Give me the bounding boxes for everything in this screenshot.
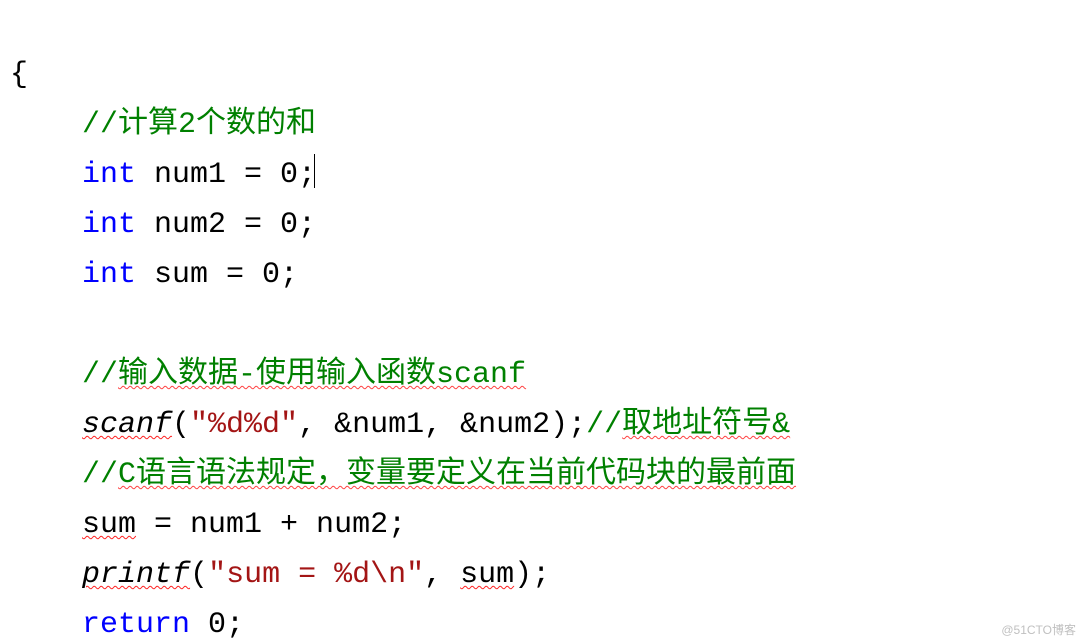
- paren: (: [172, 408, 190, 442]
- sum-expr: = num1 + num2;: [136, 508, 406, 542]
- code-block: { //计算2个数的和 int num1 = 0; int num2 = 0; …: [0, 0, 1082, 644]
- return-value: 0;: [190, 608, 244, 642]
- keyword-int: int: [82, 208, 136, 242]
- decl-num2: num2 = 0;: [136, 208, 316, 242]
- decl-sum: sum = 0;: [136, 258, 298, 292]
- keyword-int: int: [82, 258, 136, 292]
- string-literal: "sum = %d\n": [208, 558, 424, 592]
- comment-line-1: //计算2个数的和: [82, 108, 316, 142]
- ident-sum-arg: sum: [460, 558, 514, 592]
- comment-line-3: //C语言语法规定，变量要定义在当前代码块的最前面: [82, 458, 796, 492]
- paren-close: );: [514, 558, 550, 592]
- keyword-int: int: [82, 158, 136, 192]
- text-cursor: [314, 154, 315, 188]
- scanf-args: , &num1, &num2);: [298, 408, 586, 442]
- ident-sum: sum: [82, 508, 136, 542]
- comma: ,: [424, 558, 460, 592]
- brace-open: {: [10, 58, 28, 92]
- watermark: @51CTO博客: [1001, 621, 1076, 638]
- paren: (: [190, 558, 208, 592]
- string-literal: "%d%d": [190, 408, 298, 442]
- keyword-return: return: [82, 608, 190, 642]
- decl-num1: num1 = 0;: [136, 158, 316, 192]
- fn-scanf: scanf: [82, 408, 172, 442]
- comment-inline: //取地址符号&: [586, 408, 790, 442]
- comment-line-2: //输入数据-使用输入函数scanf: [82, 358, 526, 392]
- fn-printf: printf: [82, 558, 190, 592]
